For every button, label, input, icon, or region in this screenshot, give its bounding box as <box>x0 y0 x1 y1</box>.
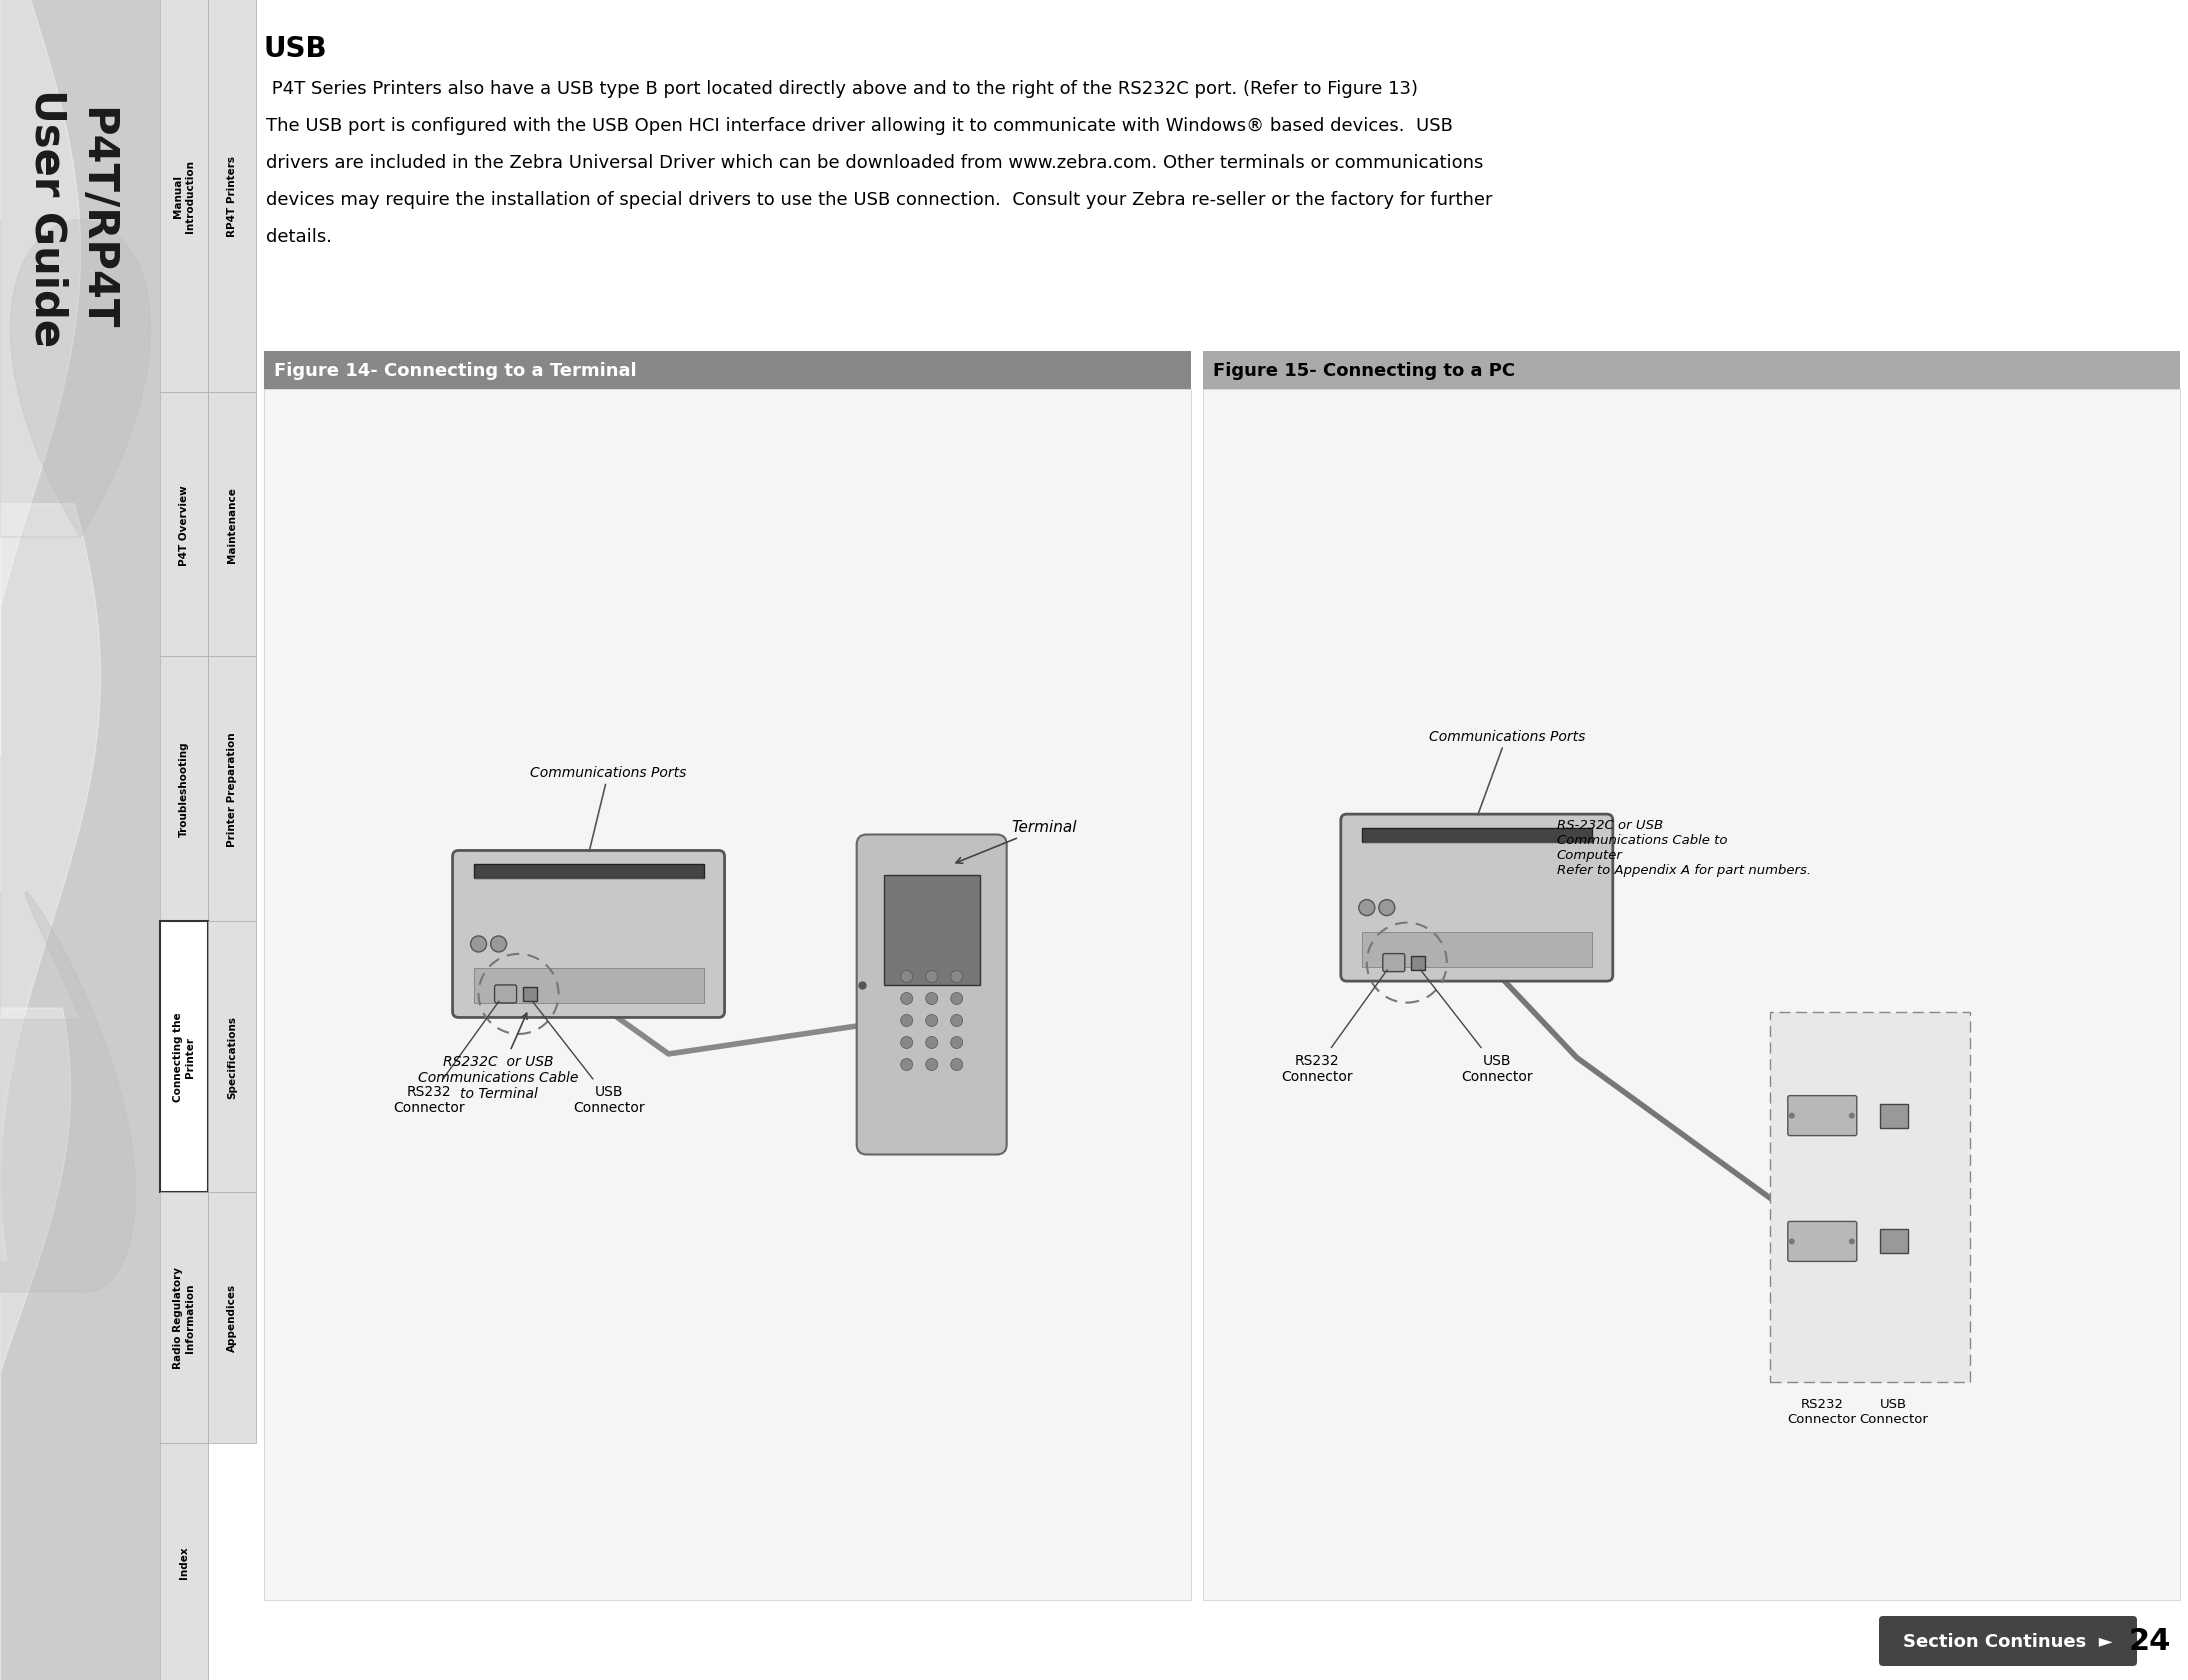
FancyBboxPatch shape <box>1788 1221 1858 1262</box>
Circle shape <box>952 1058 963 1070</box>
Circle shape <box>470 936 486 953</box>
Circle shape <box>901 1037 912 1048</box>
Text: RS-232C or USB
Communications Cable to
Computer
Refer to Appendix A for part num: RS-232C or USB Communications Cable to C… <box>1558 818 1812 875</box>
Text: drivers are included in the Zebra Universal Driver which can be downloaded from : drivers are included in the Zebra Univer… <box>267 155 1483 171</box>
Circle shape <box>926 971 939 983</box>
Text: RS232
Connector: RS232 Connector <box>1788 1398 1855 1425</box>
Circle shape <box>1790 1112 1794 1119</box>
Circle shape <box>952 1015 963 1026</box>
Bar <box>208 657 256 921</box>
Text: P4T Series Printers also have a USB type B port located directly above and to th: P4T Series Printers also have a USB type… <box>267 81 1418 97</box>
Circle shape <box>926 1037 939 1048</box>
Text: devices may require the installation of special drivers to use the USB connectio: devices may require the installation of … <box>267 192 1492 208</box>
Circle shape <box>1790 1238 1794 1245</box>
Text: USB
Connector: USB Connector <box>1860 1398 1928 1425</box>
Circle shape <box>1359 900 1374 916</box>
Bar <box>473 865 705 879</box>
Text: RS232
Connector: RS232 Connector <box>394 1001 499 1114</box>
Text: USB
Connector: USB Connector <box>532 1001 645 1114</box>
Text: P4T/RP4T
User Guide: P4T/RP4T User Guide <box>26 89 118 348</box>
Text: RS232C  or USB
Communications Cable
to Terminal: RS232C or USB Communications Cable to Te… <box>418 1013 580 1100</box>
Bar <box>1203 351 2179 390</box>
Text: Appendices: Appendices <box>228 1284 236 1352</box>
Text: Communications Ports: Communications Ports <box>1429 729 1584 815</box>
Bar <box>208 921 256 1193</box>
Circle shape <box>952 993 963 1005</box>
Circle shape <box>901 1058 912 1070</box>
Text: Section Continues  ►: Section Continues ► <box>1904 1631 2114 1650</box>
Text: Printer Preparation: Printer Preparation <box>228 732 236 847</box>
Bar <box>473 969 705 1005</box>
FancyBboxPatch shape <box>494 986 516 1003</box>
Text: Manual
Introduction: Manual Introduction <box>173 160 195 234</box>
Bar <box>160 657 208 921</box>
Text: Radio Regulatory
Information: Radio Regulatory Information <box>173 1267 195 1369</box>
Circle shape <box>490 936 508 953</box>
Text: Terminal: Terminal <box>956 820 1076 864</box>
Bar <box>208 0 256 393</box>
Bar <box>208 393 256 657</box>
Text: 24: 24 <box>2129 1626 2170 1655</box>
Text: Troubleshooting: Troubleshooting <box>179 741 188 837</box>
Bar <box>0 0 160 1680</box>
Bar <box>265 390 1190 1599</box>
Circle shape <box>952 971 963 983</box>
Text: The USB port is configured with the USB Open HCI interface driver allowing it to: The USB port is configured with the USB … <box>267 118 1453 134</box>
Circle shape <box>901 993 912 1005</box>
Bar <box>1203 390 2179 1599</box>
Bar <box>208 1193 256 1443</box>
Bar <box>160 1443 208 1680</box>
Bar <box>1770 1013 1969 1383</box>
FancyBboxPatch shape <box>858 835 1006 1154</box>
Text: USB: USB <box>265 35 328 62</box>
Bar <box>160 0 208 393</box>
Text: Figure 14- Connecting to a Terminal: Figure 14- Connecting to a Terminal <box>274 361 637 380</box>
Circle shape <box>1849 1112 1855 1119</box>
Bar <box>160 921 208 1193</box>
FancyBboxPatch shape <box>1788 1095 1858 1136</box>
Circle shape <box>901 1015 912 1026</box>
Bar <box>265 351 1190 390</box>
FancyBboxPatch shape <box>1341 815 1613 981</box>
Text: Index: Index <box>179 1546 188 1578</box>
Text: Connecting the
Printer: Connecting the Printer <box>173 1011 195 1102</box>
Text: details.: details. <box>267 228 333 245</box>
FancyBboxPatch shape <box>453 852 724 1018</box>
Bar <box>523 988 536 1001</box>
FancyBboxPatch shape <box>1383 954 1405 973</box>
Text: Maintenance: Maintenance <box>228 487 236 563</box>
Circle shape <box>926 993 939 1005</box>
Bar <box>1411 956 1424 969</box>
Bar <box>160 1193 208 1443</box>
Circle shape <box>1849 1238 1855 1245</box>
Bar <box>884 875 980 984</box>
Bar <box>1879 1104 1908 1127</box>
Text: RP4T Printers: RP4T Printers <box>228 156 236 237</box>
Circle shape <box>901 971 912 983</box>
Circle shape <box>926 1058 939 1070</box>
Text: Specifications: Specifications <box>228 1015 236 1099</box>
Bar <box>160 393 208 657</box>
FancyBboxPatch shape <box>1879 1616 2138 1667</box>
Circle shape <box>1378 900 1394 916</box>
Text: USB
Connector: USB Connector <box>1420 971 1532 1084</box>
Bar <box>1361 932 1593 968</box>
Bar <box>1879 1230 1908 1253</box>
Bar <box>1361 828 1593 843</box>
Circle shape <box>952 1037 963 1048</box>
Text: Figure 15- Connecting to a PC: Figure 15- Connecting to a PC <box>1214 361 1516 380</box>
Text: RS232
Connector: RS232 Connector <box>1280 971 1387 1084</box>
Circle shape <box>926 1015 939 1026</box>
Text: Communications Ports: Communications Ports <box>529 766 687 852</box>
Text: P4T Overview: P4T Overview <box>179 484 188 566</box>
